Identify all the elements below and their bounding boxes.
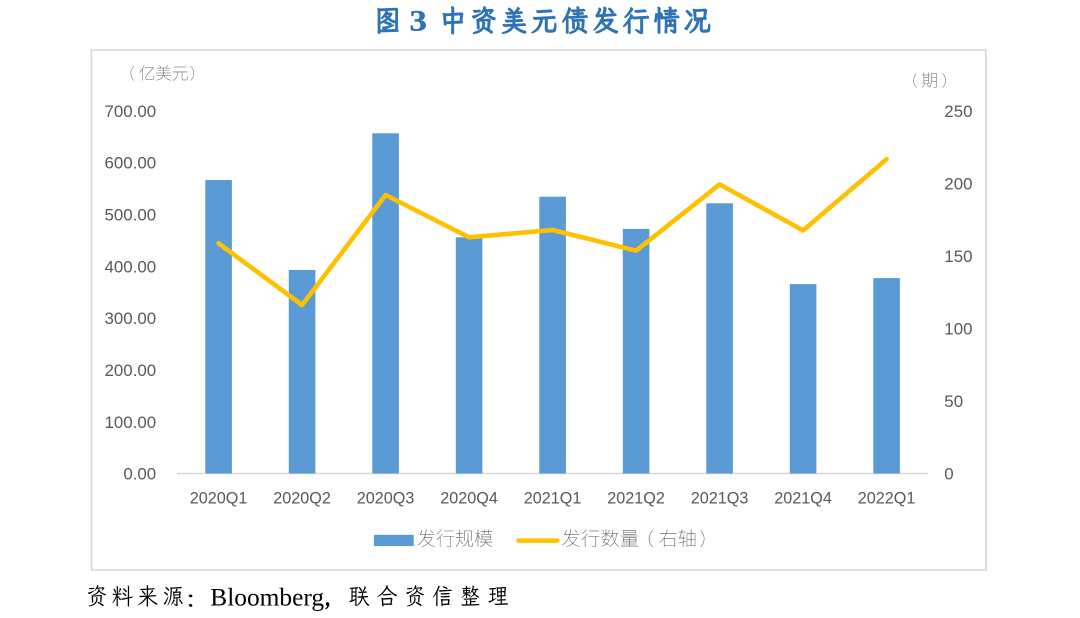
svg-text:600.00: 600.00 (105, 154, 157, 173)
svg-text:2022Q1: 2022Q1 (858, 490, 916, 508)
svg-text:50: 50 (944, 392, 963, 411)
svg-text:2021Q1: 2021Q1 (524, 490, 582, 508)
svg-text:500.00: 500.00 (105, 206, 157, 225)
svg-text:2021Q2: 2021Q2 (607, 490, 665, 508)
svg-text:2020Q4: 2020Q4 (440, 490, 498, 508)
svg-text:200: 200 (944, 174, 972, 193)
svg-text:300.00: 300.00 (105, 309, 157, 328)
svg-text:200.00: 200.00 (105, 361, 157, 380)
svg-text:100.00: 100.00 (105, 413, 157, 432)
svg-text:100: 100 (944, 320, 972, 339)
svg-text:150: 150 (944, 247, 972, 266)
svg-text:2020Q2: 2020Q2 (273, 490, 331, 508)
svg-text:2021Q4: 2021Q4 (774, 490, 832, 508)
svg-text:400.00: 400.00 (105, 257, 157, 276)
svg-text:250: 250 (944, 102, 972, 121)
svg-text:0: 0 (944, 465, 953, 484)
svg-text:2021Q3: 2021Q3 (691, 490, 749, 508)
svg-text:700.00: 700.00 (105, 102, 157, 121)
svg-text:Bloomberg: Bloomberg (210, 583, 324, 611)
svg-text:0.00: 0.00 (123, 465, 156, 484)
svg-text:2020Q3: 2020Q3 (357, 490, 415, 508)
svg-text:2020Q1: 2020Q1 (190, 490, 248, 508)
